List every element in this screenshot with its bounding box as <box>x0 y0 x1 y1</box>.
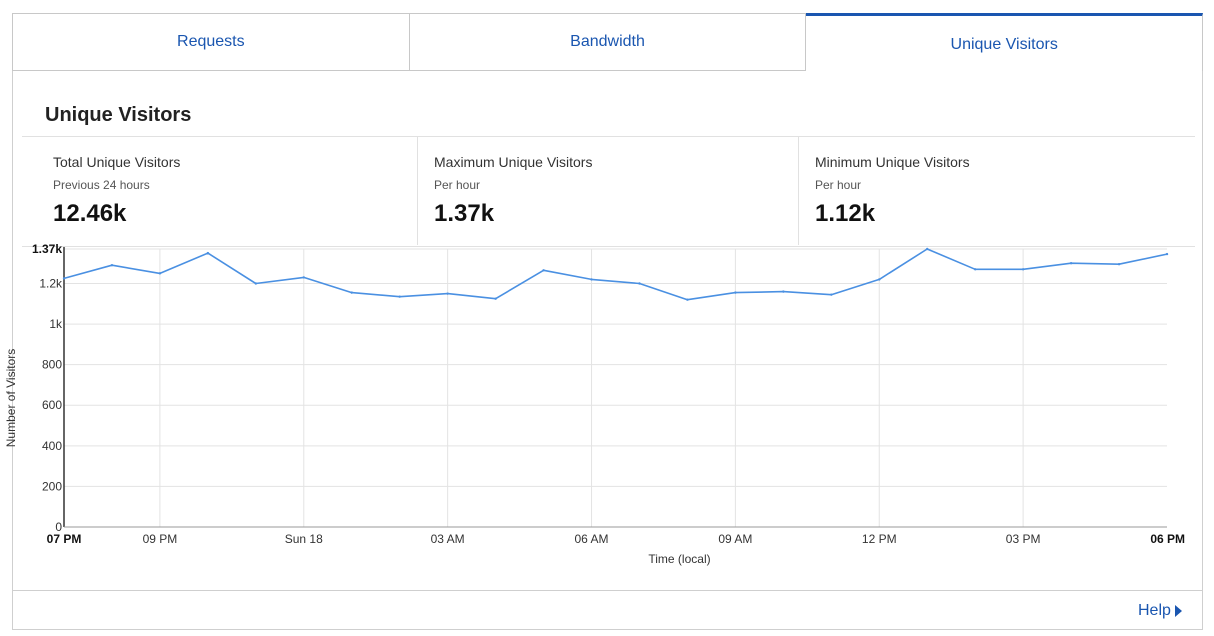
y-tick-label: 800 <box>42 358 62 372</box>
stat-divider <box>798 137 799 245</box>
y-tick-label: 1.37k <box>32 242 62 256</box>
data-point <box>782 290 785 293</box>
tab-bandwidth[interactable]: Bandwidth <box>409 13 807 71</box>
data-point <box>973 268 977 271</box>
y-tick-label: 400 <box>42 439 62 453</box>
data-point <box>398 295 401 298</box>
x-tick-label: 03 PM <box>1006 532 1041 546</box>
section-title: Unique Visitors <box>45 104 192 126</box>
x-tick-label: 09 PM <box>143 532 178 546</box>
data-point <box>158 272 162 275</box>
data-point <box>926 247 929 251</box>
y-tick-label: 200 <box>42 479 62 493</box>
stat-title: Minimum Unique Visitors <box>815 154 970 170</box>
x-tick-label: 09 AM <box>718 532 752 546</box>
y-tick-label: 1.2k <box>39 276 63 290</box>
data-point <box>686 298 689 301</box>
stat-value: 1.37k <box>434 200 495 227</box>
data-point <box>638 282 641 285</box>
data-point <box>110 264 114 267</box>
x-tick-label: 06 AM <box>575 532 609 546</box>
tab-unique-visitors[interactable]: Unique Visitors <box>806 13 1204 71</box>
tab-bar: Requests Bandwidth Unique Visitors <box>12 13 1204 71</box>
stat-title: Maximum Unique Visitors <box>434 154 593 170</box>
data-point <box>1069 262 1073 265</box>
stats-top-divider <box>22 136 1195 137</box>
data-point <box>62 277 66 280</box>
stat-title: Total Unique Visitors <box>53 154 181 170</box>
y-tick-label: 1k <box>49 317 63 331</box>
data-point <box>494 297 497 300</box>
help-label: Help <box>1138 602 1171 619</box>
x-tick-label: 06 PM <box>1150 532 1185 546</box>
data-point <box>446 292 449 295</box>
visitors-line-chart: 0 200 400 600 800 1k 1.2k 1.37k 07 PM 09 PM Sun 18… <box>4 242 1185 566</box>
stat-value: 1.12k <box>815 200 876 227</box>
data-point <box>830 293 833 296</box>
y-tick-label: 0 <box>55 520 62 534</box>
data-point <box>254 282 258 285</box>
stat-subtitle: Per hour <box>815 178 862 192</box>
series-line-unique-visitors <box>63 248 1168 301</box>
x-tick-label: 07 PM <box>47 532 82 546</box>
stat-maximum-unique-visitors: Maximum Unique Visitors Per hour 1.37k <box>434 137 794 245</box>
stat-subtitle: Previous 24 hours <box>53 178 150 192</box>
data-point <box>542 269 545 272</box>
y-axis-title: Number of Visitors <box>4 349 18 447</box>
footer-divider <box>12 590 1203 591</box>
data-point <box>590 278 593 281</box>
caret-right-icon <box>1174 605 1182 617</box>
tab-requests[interactable]: Requests <box>12 13 410 71</box>
data-point <box>878 278 881 281</box>
data-point <box>1021 268 1025 271</box>
help-link[interactable]: Help <box>1138 602 1182 620</box>
x-tick-label: 12 PM <box>862 532 897 546</box>
stat-subtitle: Per hour <box>434 178 481 192</box>
stat-divider <box>417 137 418 245</box>
x-axis-title: Time (local) <box>648 552 710 566</box>
x-tick-label: 03 AM <box>431 532 465 546</box>
stat-value: 12.46k <box>53 200 127 227</box>
stats-bottom-divider <box>22 246 1195 247</box>
data-point <box>1165 252 1169 256</box>
data-point <box>350 291 353 294</box>
stat-total-unique-visitors: Total Unique Visitors Previous 24 hours … <box>53 137 413 245</box>
data-point <box>302 276 305 279</box>
y-tick-label: 600 <box>42 398 62 412</box>
stat-minimum-unique-visitors: Minimum Unique Visitors Per hour 1.12k <box>815 137 1175 245</box>
data-point <box>734 291 737 294</box>
x-tick-label: Sun 18 <box>285 532 323 546</box>
data-point <box>206 251 210 255</box>
data-point <box>1117 263 1121 266</box>
